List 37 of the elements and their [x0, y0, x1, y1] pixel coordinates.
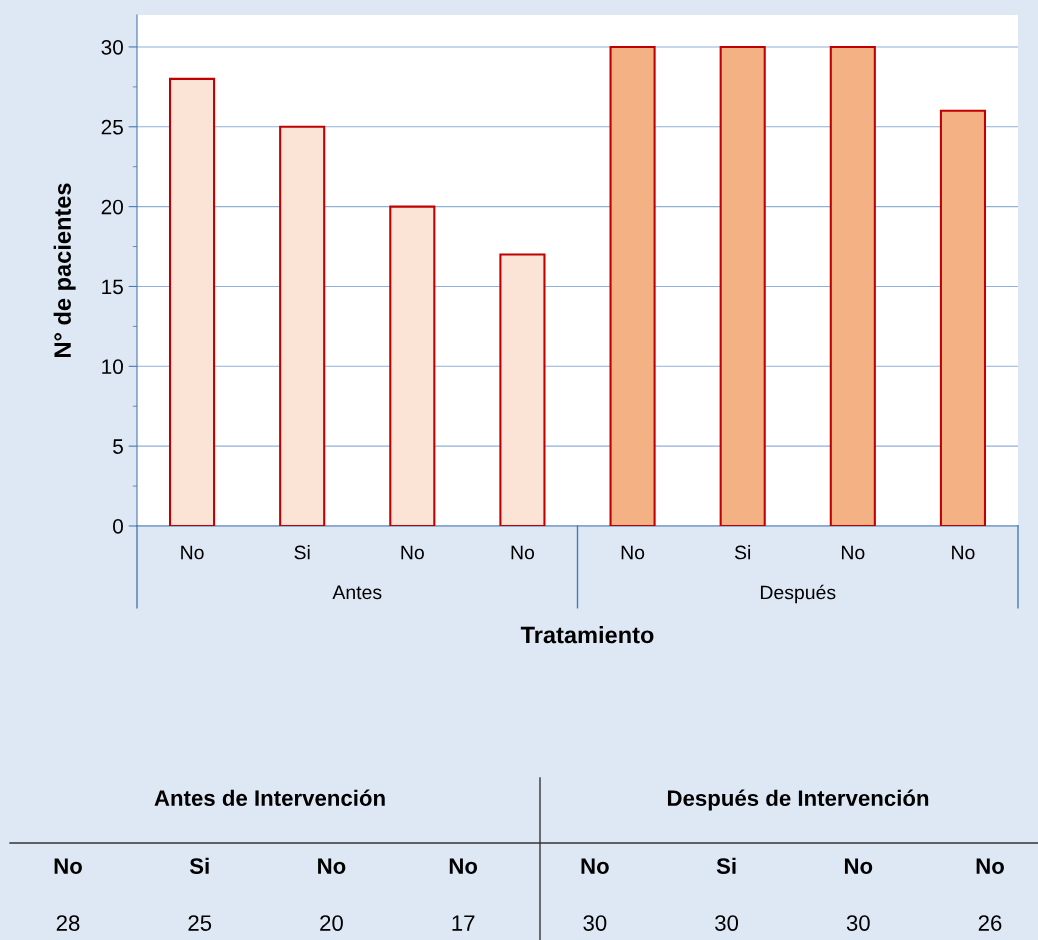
text: 26 [978, 915, 1002, 931]
y-axis-title: N° de pacientes [53, 183, 76, 357]
category-label: No [54, 858, 82, 874]
y-tick-label: 20 [101, 199, 123, 215]
y-tick-label: 0 [113, 519, 123, 534]
category-label: No [976, 858, 1004, 874]
x-tick-label: No [511, 545, 535, 560]
x-axis-title: Tratamiento [520, 625, 654, 644]
y-tick-label: 5 [113, 439, 123, 454]
text: Después [760, 584, 836, 604]
category-label: No [581, 858, 609, 874]
text: 30 [715, 915, 739, 931]
category-label: No [449, 858, 478, 874]
text: 28 [56, 915, 80, 931]
text: 17 [452, 915, 475, 931]
text: Antes [332, 585, 382, 600]
y-tick-label: 30 [101, 39, 123, 55]
x-tick-label: No [621, 545, 645, 560]
text: 30 [583, 915, 607, 931]
text: 30 [846, 915, 870, 931]
x-tick-label: No [401, 545, 424, 560]
x-tick-label: No [181, 545, 204, 560]
category-label: Si [716, 857, 736, 874]
text: Después de Intervención [667, 789, 929, 811]
x-tick-label: No [841, 545, 865, 560]
text: Antes de Intervención [154, 789, 385, 806]
y-tick-label: 25 [101, 119, 123, 135]
category-label: No [318, 858, 346, 874]
y-tick-label: 10 [102, 359, 123, 375]
x-tick-label: Si [294, 545, 310, 560]
x-tick-label: Si [734, 545, 751, 560]
category-label: Si [189, 857, 209, 874]
text: 25 [188, 915, 212, 931]
text: 20 [320, 915, 343, 931]
x-tick-label: No [952, 545, 975, 560]
y-tick-label: 15 [102, 279, 123, 295]
category-label: No [844, 858, 873, 874]
